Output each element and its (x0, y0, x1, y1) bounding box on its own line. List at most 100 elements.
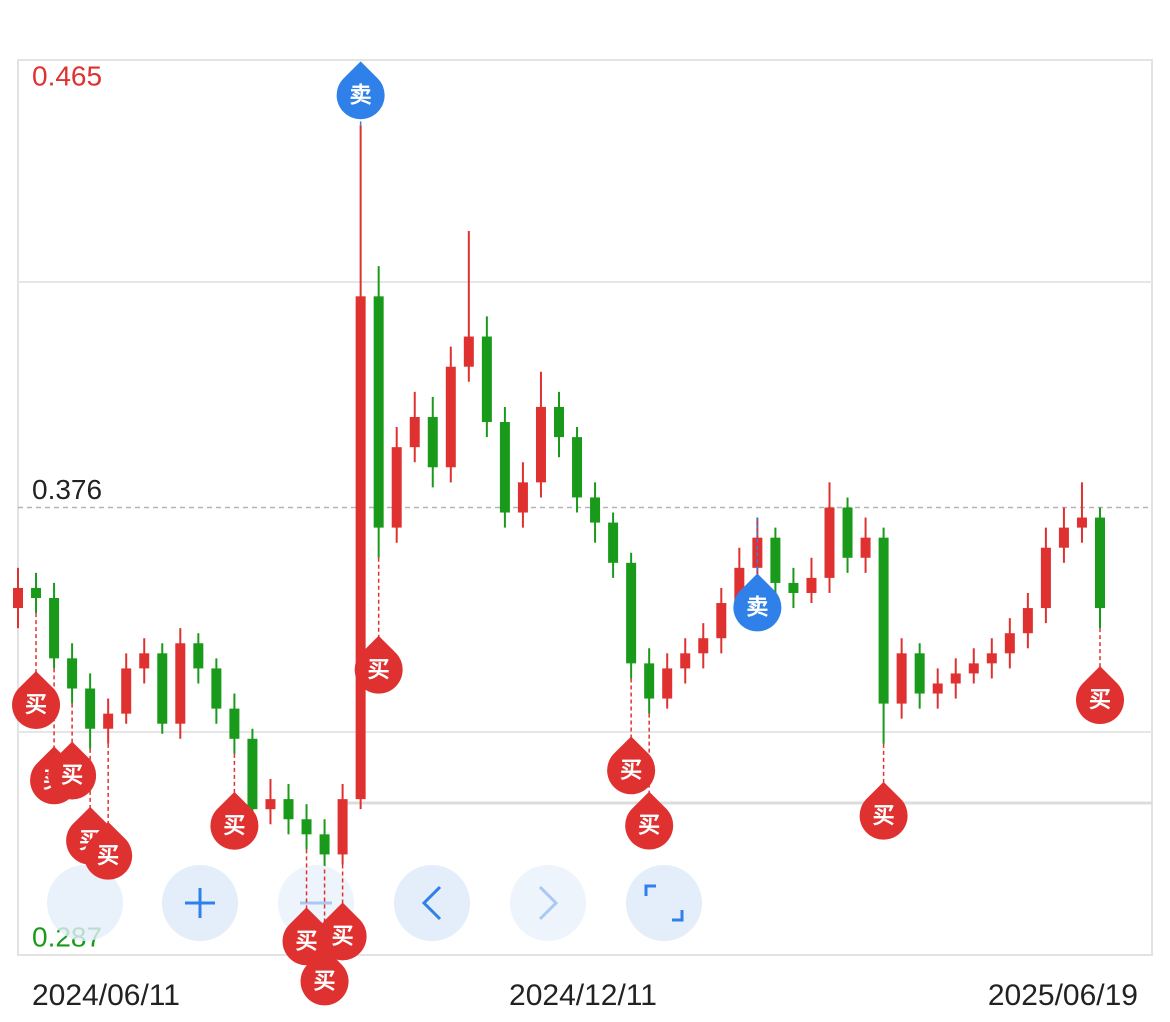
candle-body (427, 416, 438, 468)
candle-body (1058, 527, 1069, 548)
candle-body (103, 713, 114, 729)
candle-body (229, 708, 240, 739)
signal-marker (300, 947, 349, 1006)
next-button[interactable] (510, 865, 586, 941)
candle-body (49, 598, 60, 659)
signal-layer: 买买买买买买买买买卖买买买卖买买 (12, 61, 1124, 1006)
candle-body (499, 422, 510, 513)
candle-body (1076, 517, 1087, 528)
candle-body (824, 507, 835, 578)
signal-label: 买 (61, 764, 83, 789)
candle-body (31, 587, 42, 599)
plus-icon (185, 888, 215, 918)
candle-body (950, 673, 961, 684)
signal-marker (1076, 666, 1124, 725)
signal-label: 买 (223, 814, 245, 839)
candle-body (932, 683, 943, 694)
candle-body (986, 653, 997, 664)
signal-marker (84, 821, 133, 880)
signal-marker (607, 736, 656, 795)
candle-body (139, 653, 150, 669)
x-tick-label: 2024/06/11 (32, 979, 180, 1012)
candle-body (13, 587, 23, 609)
candle-body (788, 582, 799, 593)
candle-body (608, 522, 619, 563)
candle-body (572, 437, 583, 498)
candle-body (409, 416, 420, 448)
candle-body (806, 577, 817, 593)
candle-body (373, 296, 384, 528)
signal-label: 买 (620, 758, 642, 783)
candle-body (517, 482, 528, 513)
candle-body (535, 406, 546, 483)
candle-body (121, 668, 132, 714)
candle-body (896, 653, 907, 704)
signal-label: 买 (97, 844, 119, 869)
candle-body (1095, 517, 1105, 609)
signal-marker (318, 902, 367, 961)
candle-body (716, 603, 727, 639)
candle-body (698, 638, 709, 654)
candle-body (842, 507, 853, 558)
signal-label: 买 (873, 804, 895, 829)
candle-body (85, 688, 96, 729)
signal-marker (282, 907, 331, 966)
candle-body (644, 663, 655, 699)
fullscreen-icon (644, 884, 684, 922)
candle-body (67, 658, 78, 689)
signal-marker (859, 781, 908, 840)
candle-body (319, 834, 330, 855)
candle-body (1022, 608, 1033, 634)
candle-body (878, 537, 889, 704)
candle-body (481, 336, 492, 423)
candle-body (175, 643, 186, 724)
candle-body (554, 406, 564, 438)
signal-label: 买 (638, 814, 660, 839)
candle-body (1040, 547, 1051, 609)
signal-label: 买 (25, 693, 47, 718)
x-tick-label: 2024/12/11 (509, 979, 657, 1012)
signal-label: 买 (368, 658, 390, 683)
right-icon (538, 885, 559, 921)
candle-body (445, 366, 456, 468)
x-tick-label: 2025/06/19 (988, 979, 1138, 1012)
candle-body (301, 819, 312, 835)
signal-label: 买 (314, 970, 336, 995)
candle-body (283, 799, 294, 820)
signal-marker (210, 791, 259, 850)
y-tick-label: 0.465 (32, 60, 102, 91)
candle-body (1004, 633, 1015, 654)
prev-button[interactable] (394, 865, 470, 941)
candle-body (770, 537, 781, 583)
candle-body (355, 296, 366, 800)
signal-marker (12, 671, 61, 729)
signal-label: 卖 (350, 82, 372, 108)
y-tick-label: 0.376 (32, 474, 102, 505)
left-icon (421, 885, 442, 921)
candle-body (211, 668, 222, 709)
signal-marker (354, 635, 403, 694)
candle-body (247, 738, 258, 810)
candle-body (193, 643, 204, 669)
candle-body (265, 799, 276, 810)
candle-body (680, 653, 691, 669)
candle-body (463, 336, 474, 367)
signal-label: 卖 (746, 595, 768, 621)
fullscreen-button[interactable] (626, 865, 702, 941)
button-bg[interactable] (47, 865, 123, 941)
signal-marker (733, 573, 782, 632)
candle-body (968, 663, 979, 674)
candle-body (860, 537, 871, 558)
toolbar (47, 865, 702, 941)
candle-body (337, 799, 348, 855)
signal-marker (336, 61, 385, 120)
candle-body (914, 653, 925, 694)
signal-label: 买 (296, 929, 318, 954)
candle-body (157, 653, 168, 724)
candle-body (626, 562, 637, 664)
signal-label: 买 (332, 924, 354, 949)
signal-label: 买 (1089, 688, 1111, 713)
candle-body (590, 497, 601, 523)
